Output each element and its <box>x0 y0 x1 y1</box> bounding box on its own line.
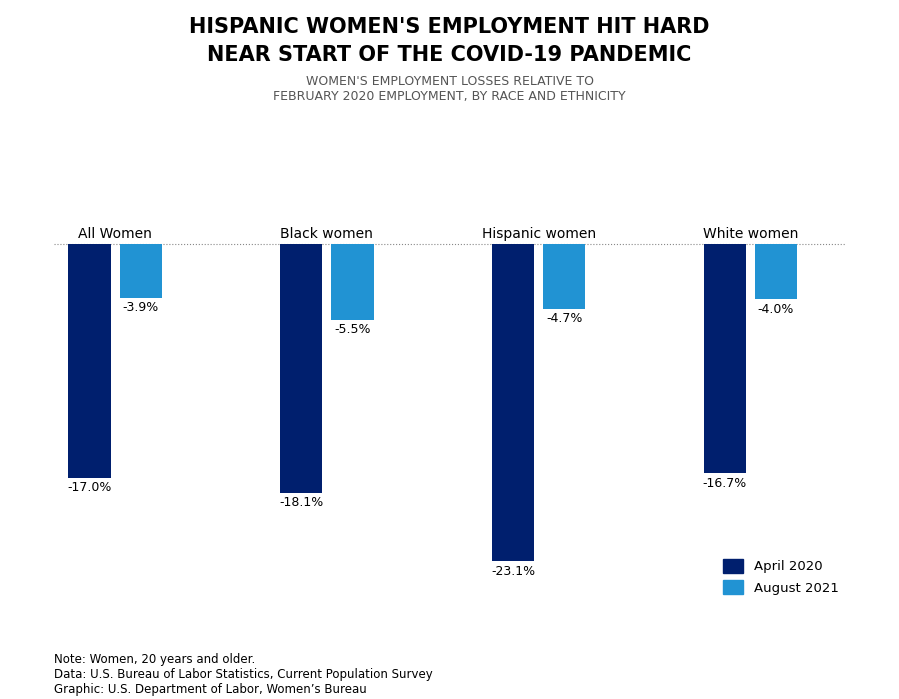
Bar <box>332 244 374 319</box>
Bar <box>543 244 585 309</box>
Text: WOMEN'S EMPLOYMENT LOSSES RELATIVE TO
FEBRUARY 2020 EMPLOYMENT, BY RACE AND ETHN: WOMEN'S EMPLOYMENT LOSSES RELATIVE TO FE… <box>273 75 626 103</box>
Text: -4.0%: -4.0% <box>758 303 794 315</box>
Bar <box>280 244 323 493</box>
Text: NEAR START OF THE COVID-19 PANDEMIC: NEAR START OF THE COVID-19 PANDEMIC <box>208 45 691 66</box>
Text: -3.9%: -3.9% <box>123 301 159 314</box>
Bar <box>120 244 162 298</box>
Bar <box>755 244 797 299</box>
Text: -18.1%: -18.1% <box>280 496 324 509</box>
Text: Hispanic women: Hispanic women <box>482 226 596 240</box>
Text: -5.5%: -5.5% <box>334 323 370 336</box>
Text: -17.0%: -17.0% <box>67 481 111 494</box>
Bar <box>68 244 111 477</box>
Legend: April 2020, August 2021: April 2020, August 2021 <box>723 559 839 595</box>
Text: HISPANIC WOMEN'S EMPLOYMENT HIT HARD: HISPANIC WOMEN'S EMPLOYMENT HIT HARD <box>190 17 709 38</box>
Text: -23.1%: -23.1% <box>491 565 535 578</box>
Text: -16.7%: -16.7% <box>703 477 747 490</box>
Text: Black women: Black women <box>280 226 373 240</box>
Text: White women: White women <box>703 226 798 240</box>
Bar <box>704 244 746 473</box>
Bar <box>492 244 534 561</box>
Text: Note: Women, 20 years and older.
Data: U.S. Bureau of Labor Statistics, Current : Note: Women, 20 years and older. Data: U… <box>54 652 432 696</box>
Text: All Women: All Women <box>78 226 152 240</box>
Text: -4.7%: -4.7% <box>546 312 583 325</box>
